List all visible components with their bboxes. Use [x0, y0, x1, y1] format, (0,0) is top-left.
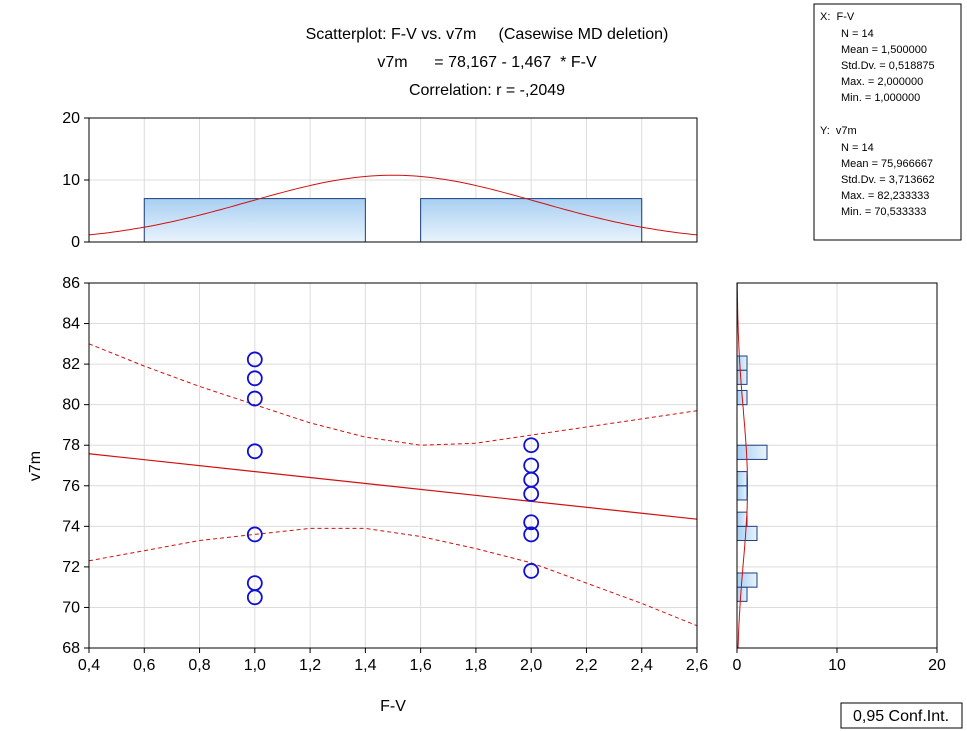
top-histogram-bar — [143, 198, 366, 243]
chart-equation: v7m = 78,167 - 1,467 * F-V — [377, 54, 597, 71]
confidence-band-lower — [88, 527, 698, 627]
regression-line — [88, 453, 698, 520]
x-tick-label: 2,6 — [686, 657, 708, 674]
stats-x-line: Std.Dv. = 0,518875 — [841, 60, 935, 72]
data-point — [523, 563, 540, 579]
y-tick-label: 86 — [62, 275, 80, 292]
y-tick-label: 80 — [62, 397, 80, 414]
stats-x-line: Min. = 1,000000 — [841, 92, 920, 104]
data-point — [246, 351, 263, 368]
data-point — [523, 437, 540, 454]
right-x-tick-label: 0 — [733, 657, 742, 674]
x-tick-label: 1,0 — [244, 657, 266, 674]
right-x-tick-label: 20 — [928, 657, 946, 674]
right-histogram-bar — [736, 369, 748, 385]
stats-y-line: Std.Dv. = 3,713662 — [841, 174, 935, 186]
y-tick-label: 68 — [62, 640, 80, 657]
x-tick-label: 1,6 — [410, 657, 432, 674]
stats-x-header: X: F-V — [820, 11, 855, 23]
right-histogram-bar — [736, 525, 758, 542]
chart-title: Scatterplot: F-V vs. v7m (Casewise MD de… — [306, 26, 669, 43]
scatter-panel-frame — [88, 282, 698, 649]
y-tick-label: 72 — [62, 559, 80, 576]
y-tick-label: 74 — [62, 518, 80, 535]
confidence-legend: 0,95 Conf.Int. — [840, 702, 963, 729]
confidence-band-upper — [88, 343, 698, 446]
confidence-legend-label: 0,95 Conf.Int. — [853, 708, 949, 725]
right-histogram-bar — [736, 444, 768, 460]
stats-x-line: N = 14 — [841, 28, 874, 40]
right-histogram-bar — [736, 572, 758, 588]
data-point — [523, 485, 540, 502]
x-tick-label: 2,4 — [631, 657, 653, 674]
right-histogram-bar — [736, 471, 748, 487]
right-histogram-bar — [736, 511, 748, 527]
x-tick-label: 1,8 — [465, 657, 487, 674]
stats-y-line: Min. = 70,533333 — [841, 206, 926, 218]
top-y-tick-label: 0 — [71, 234, 80, 251]
stats-x-line: Max. = 2,000000 — [841, 76, 923, 88]
x-tick-label: 2,0 — [520, 657, 542, 674]
top-y-tick-label: 20 — [62, 110, 80, 127]
x-tick-label: 0,4 — [78, 657, 100, 674]
x-tick-label: 1,4 — [354, 657, 376, 674]
chart-correlation: Correlation: r = -,2049 — [409, 82, 565, 99]
data-point — [246, 390, 263, 407]
y-tick-label: 82 — [62, 356, 80, 373]
data-point — [246, 370, 263, 387]
stats-y-header: Y: v7m — [820, 125, 857, 137]
y-tick-label: 84 — [62, 316, 80, 333]
right-histogram-panel: 0 10 20 — [733, 282, 946, 674]
stats-y-line: Mean = 75,966667 — [841, 158, 933, 170]
data-point — [246, 443, 263, 460]
scatter-panel: 0,4 0,6 0,8 1,0 1,2 1,4 1,6 1,8 2,0 2,2 2,4 2,6 68 7… — [62, 275, 708, 674]
right-histogram-bar — [736, 485, 748, 501]
top-histogram-panel: 0 10 20 — [62, 110, 698, 251]
right-normal-curve — [736, 283, 748, 648]
data-point — [246, 526, 263, 543]
right-histogram-bar — [736, 355, 748, 371]
x-tick-label: 0,6 — [133, 657, 155, 674]
y-tick-label: 78 — [62, 437, 80, 454]
stats-y-line: Max. = 82,233333 — [841, 190, 929, 202]
x-tick-label: 1,2 — [299, 657, 321, 674]
top-normal-curve — [88, 174, 698, 236]
x-tick-label: 0,8 — [188, 657, 210, 674]
top-histogram-bar — [420, 198, 643, 243]
y-axis-label: v7m — [27, 451, 44, 481]
data-point — [523, 514, 540, 531]
data-point — [523, 526, 540, 543]
stats-y-line: N = 14 — [841, 142, 874, 154]
stats-box: X: F-V N = 14 Mean = 1,500000 Std.Dv. = … — [813, 3, 962, 241]
x-tick-label: 2,2 — [575, 657, 597, 674]
stats-x-line: Mean = 1,500000 — [841, 44, 927, 56]
y-tick-label: 76 — [62, 478, 80, 495]
y-tick-label: 70 — [62, 599, 80, 616]
right-histogram-bar — [736, 586, 748, 602]
top-y-tick-label: 10 — [62, 172, 80, 189]
x-axis-label: F-V — [380, 698, 406, 715]
data-point — [246, 589, 263, 606]
right-x-tick-label: 10 — [828, 657, 846, 674]
